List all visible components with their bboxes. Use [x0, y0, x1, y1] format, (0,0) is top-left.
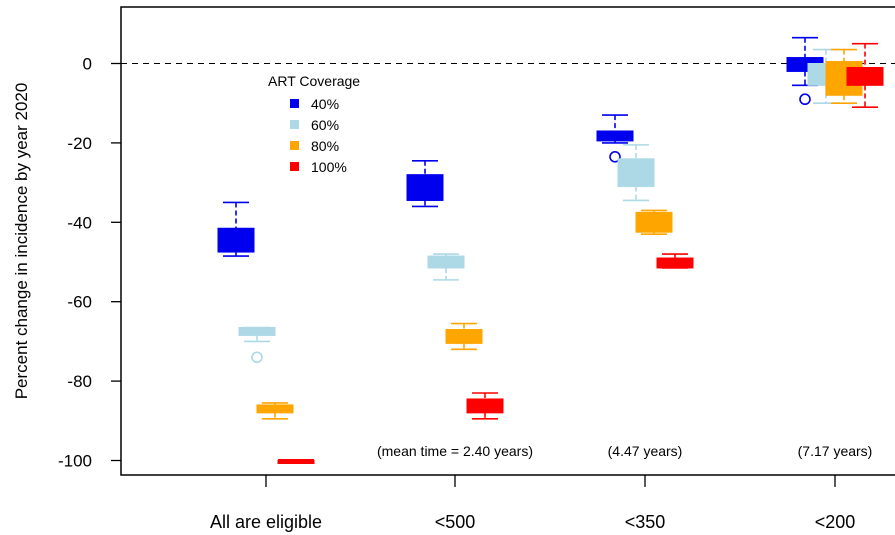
x-tick-label: <500	[435, 512, 476, 532]
annotation-label: (4.47 years)	[608, 443, 683, 459]
legend-title: ART Coverage	[268, 73, 360, 89]
y-tick-label: -60	[67, 293, 92, 312]
box-2-2	[635, 209, 673, 236]
x-tick-label: All are eligible	[210, 512, 322, 532]
legend-swatch	[290, 120, 299, 129]
legend-entry-label: 40%	[311, 96, 339, 112]
y-tick-label: 0	[83, 55, 92, 74]
box-body	[617, 158, 655, 188]
annotation-label: (mean time = 2.40 years)	[377, 443, 533, 459]
box-1-1	[427, 253, 465, 281]
box-1-0	[238, 326, 276, 364]
box-body	[238, 327, 276, 336]
box-0-2	[596, 114, 634, 163]
x-tick-label: <350	[625, 512, 666, 532]
box-body	[217, 227, 255, 253]
outlier-point	[251, 351, 263, 364]
axes-layer: 0 -20 -40 -60 -80 -100 All are eligible <500 <35…	[58, 55, 855, 533]
box-0-0	[217, 201, 255, 257]
box-2-1	[445, 322, 483, 351]
box-2-0	[256, 402, 294, 420]
box-3-3	[846, 42, 884, 108]
outlier-point	[609, 150, 621, 163]
legend-swatch	[290, 162, 299, 171]
x-tick-label: <200	[815, 512, 856, 532]
legend-swatch	[290, 99, 299, 108]
box-3-2	[656, 253, 694, 269]
legend-entry-label: 100%	[311, 159, 347, 175]
y-tick-label: -100	[58, 452, 92, 471]
plot-frame	[120, 6, 895, 476]
legend-entry-label: 60%	[311, 117, 339, 133]
box-3-0	[277, 459, 315, 464]
annotations-layer: (mean time = 2.40 years) (4.47 years) (7.1…	[377, 443, 872, 459]
legend-swatch	[290, 141, 299, 150]
y-tick-label: -40	[67, 213, 92, 232]
legend: ART Coverage 40% 60% 80% 100%	[268, 73, 360, 175]
box-1-2	[617, 144, 655, 202]
box-body	[427, 255, 465, 269]
outlier-point	[799, 93, 811, 106]
y-tick-label: -20	[67, 134, 92, 153]
box-body	[406, 174, 444, 201]
box-3-1	[466, 392, 504, 420]
y-tick-label: -80	[67, 372, 92, 391]
y-axis-label: Percent change in incidence by year 2020	[12, 83, 31, 400]
annotation-label: (7.17 years)	[798, 443, 873, 459]
box-0-1	[406, 159, 444, 208]
legend-entry-label: 80%	[311, 138, 339, 154]
boxes-layer	[217, 36, 884, 464]
